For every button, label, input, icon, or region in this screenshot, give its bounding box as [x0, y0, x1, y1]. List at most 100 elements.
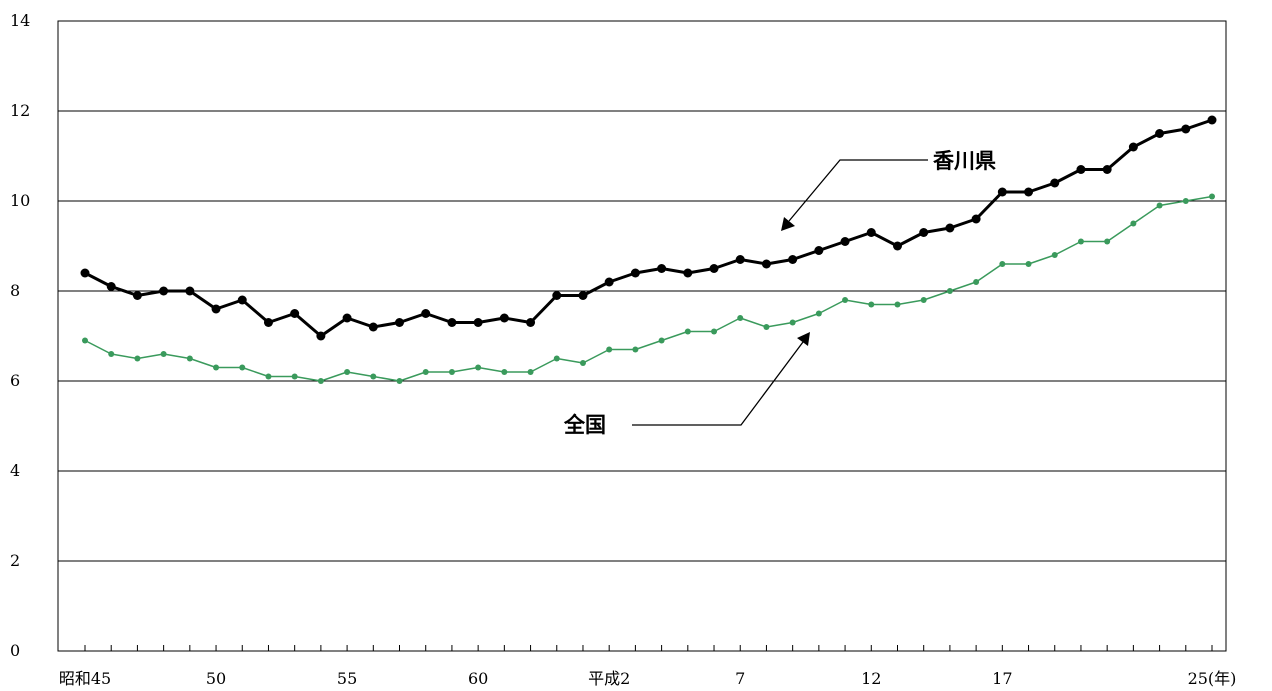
data-point	[213, 364, 220, 371]
callout-kagawa: 香川県	[781, 149, 996, 231]
data-point	[604, 277, 614, 287]
data-point	[368, 322, 378, 332]
data-point	[709, 264, 719, 273]
data-point	[973, 279, 980, 285]
callout-kagawa-leader	[788, 159, 928, 222]
y-tick-label: 2	[10, 551, 20, 570]
data-point	[866, 228, 876, 237]
data-point	[1077, 238, 1084, 245]
data-point	[526, 318, 536, 327]
data-point	[657, 264, 667, 273]
data-point	[892, 241, 902, 251]
data-point	[448, 369, 455, 375]
data-point	[291, 373, 298, 380]
plot-frame	[57, 20, 1227, 652]
data-point	[763, 324, 770, 330]
data-point	[475, 364, 482, 371]
data-point	[894, 301, 901, 308]
x-tick-label: 7	[735, 669, 745, 688]
data-point	[815, 310, 822, 317]
data-point	[788, 255, 798, 264]
data-point	[134, 355, 141, 362]
data-point	[789, 319, 796, 326]
data-point	[971, 214, 981, 224]
data-point	[159, 286, 169, 296]
data-point	[840, 237, 850, 246]
data-point	[108, 351, 115, 357]
callout-kagawa-arrowhead	[781, 217, 795, 231]
data-point	[1155, 129, 1165, 138]
x-axis: 昭和45 50 55 60 平成2 7 12 17 25(年)	[59, 645, 1237, 688]
data-point	[527, 369, 534, 375]
data-point	[370, 373, 377, 380]
y-tick-label: 12	[10, 101, 30, 120]
x-tick-label: 55	[337, 669, 357, 688]
data-point	[814, 246, 824, 255]
x-tick-label: 17	[992, 669, 1012, 688]
x-tick-label: 昭和45	[59, 669, 111, 688]
y-tick-label: 8	[10, 281, 20, 300]
data-point	[422, 369, 429, 375]
data-point	[997, 187, 1007, 197]
data-point	[842, 297, 849, 303]
data-point	[290, 309, 300, 318]
data-point	[132, 291, 142, 300]
series-0	[80, 115, 1217, 341]
data-point	[80, 268, 90, 278]
data-point	[606, 346, 613, 353]
callout-national-arrowhead	[797, 332, 810, 346]
y-axis-tick-labels: 0 2 4 6 8 10 12 14	[10, 11, 30, 660]
y-tick-label: 6	[10, 371, 20, 390]
data-point	[185, 286, 195, 296]
data-point	[946, 288, 953, 294]
data-point	[1207, 115, 1217, 125]
data-point	[761, 259, 771, 269]
data-point	[999, 261, 1006, 267]
data-point	[630, 268, 640, 278]
data-point	[1050, 178, 1060, 188]
data-point	[658, 337, 665, 344]
data-point	[344, 369, 351, 375]
data-point	[501, 369, 508, 375]
data-point	[447, 318, 457, 327]
x-tick-label: 25(年)	[1188, 669, 1237, 688]
data-point	[579, 360, 586, 366]
data-point	[211, 304, 221, 314]
x-tick-label: 60	[468, 669, 488, 688]
data-point	[396, 378, 403, 384]
data-point	[186, 355, 193, 362]
series-1	[82, 193, 1215, 384]
callout-national-leader	[632, 341, 804, 426]
data-point	[684, 328, 691, 335]
callout-kagawa-label: 香川県	[933, 149, 996, 173]
data-point	[552, 291, 562, 300]
data-point	[1051, 252, 1058, 258]
data-point	[265, 373, 272, 380]
data-point	[421, 309, 431, 318]
x-tick-label: 平成2	[588, 669, 630, 688]
x-tick-label: 50	[206, 669, 226, 688]
data-point	[1182, 198, 1189, 204]
data-point	[1025, 261, 1032, 267]
data-point	[711, 328, 718, 335]
data-point	[1181, 124, 1191, 134]
data-point	[316, 331, 326, 341]
data-point	[553, 355, 560, 362]
data-point	[683, 268, 693, 278]
x-tick-label: 12	[861, 669, 881, 688]
data-point	[106, 282, 116, 291]
data-point	[1209, 193, 1215, 200]
callout-national-label: 全国	[563, 413, 606, 437]
callout-national: 全国	[563, 332, 810, 437]
data-point	[1102, 165, 1112, 174]
data-point	[1024, 187, 1034, 197]
data-point	[82, 337, 88, 344]
y-tick-label: 0	[10, 641, 20, 660]
data-point	[1104, 238, 1111, 245]
data-point	[160, 351, 167, 357]
data-point	[239, 364, 246, 371]
data-point	[317, 378, 324, 384]
data-point	[395, 318, 405, 327]
data-point	[945, 223, 955, 233]
grid-lines	[57, 20, 1227, 652]
